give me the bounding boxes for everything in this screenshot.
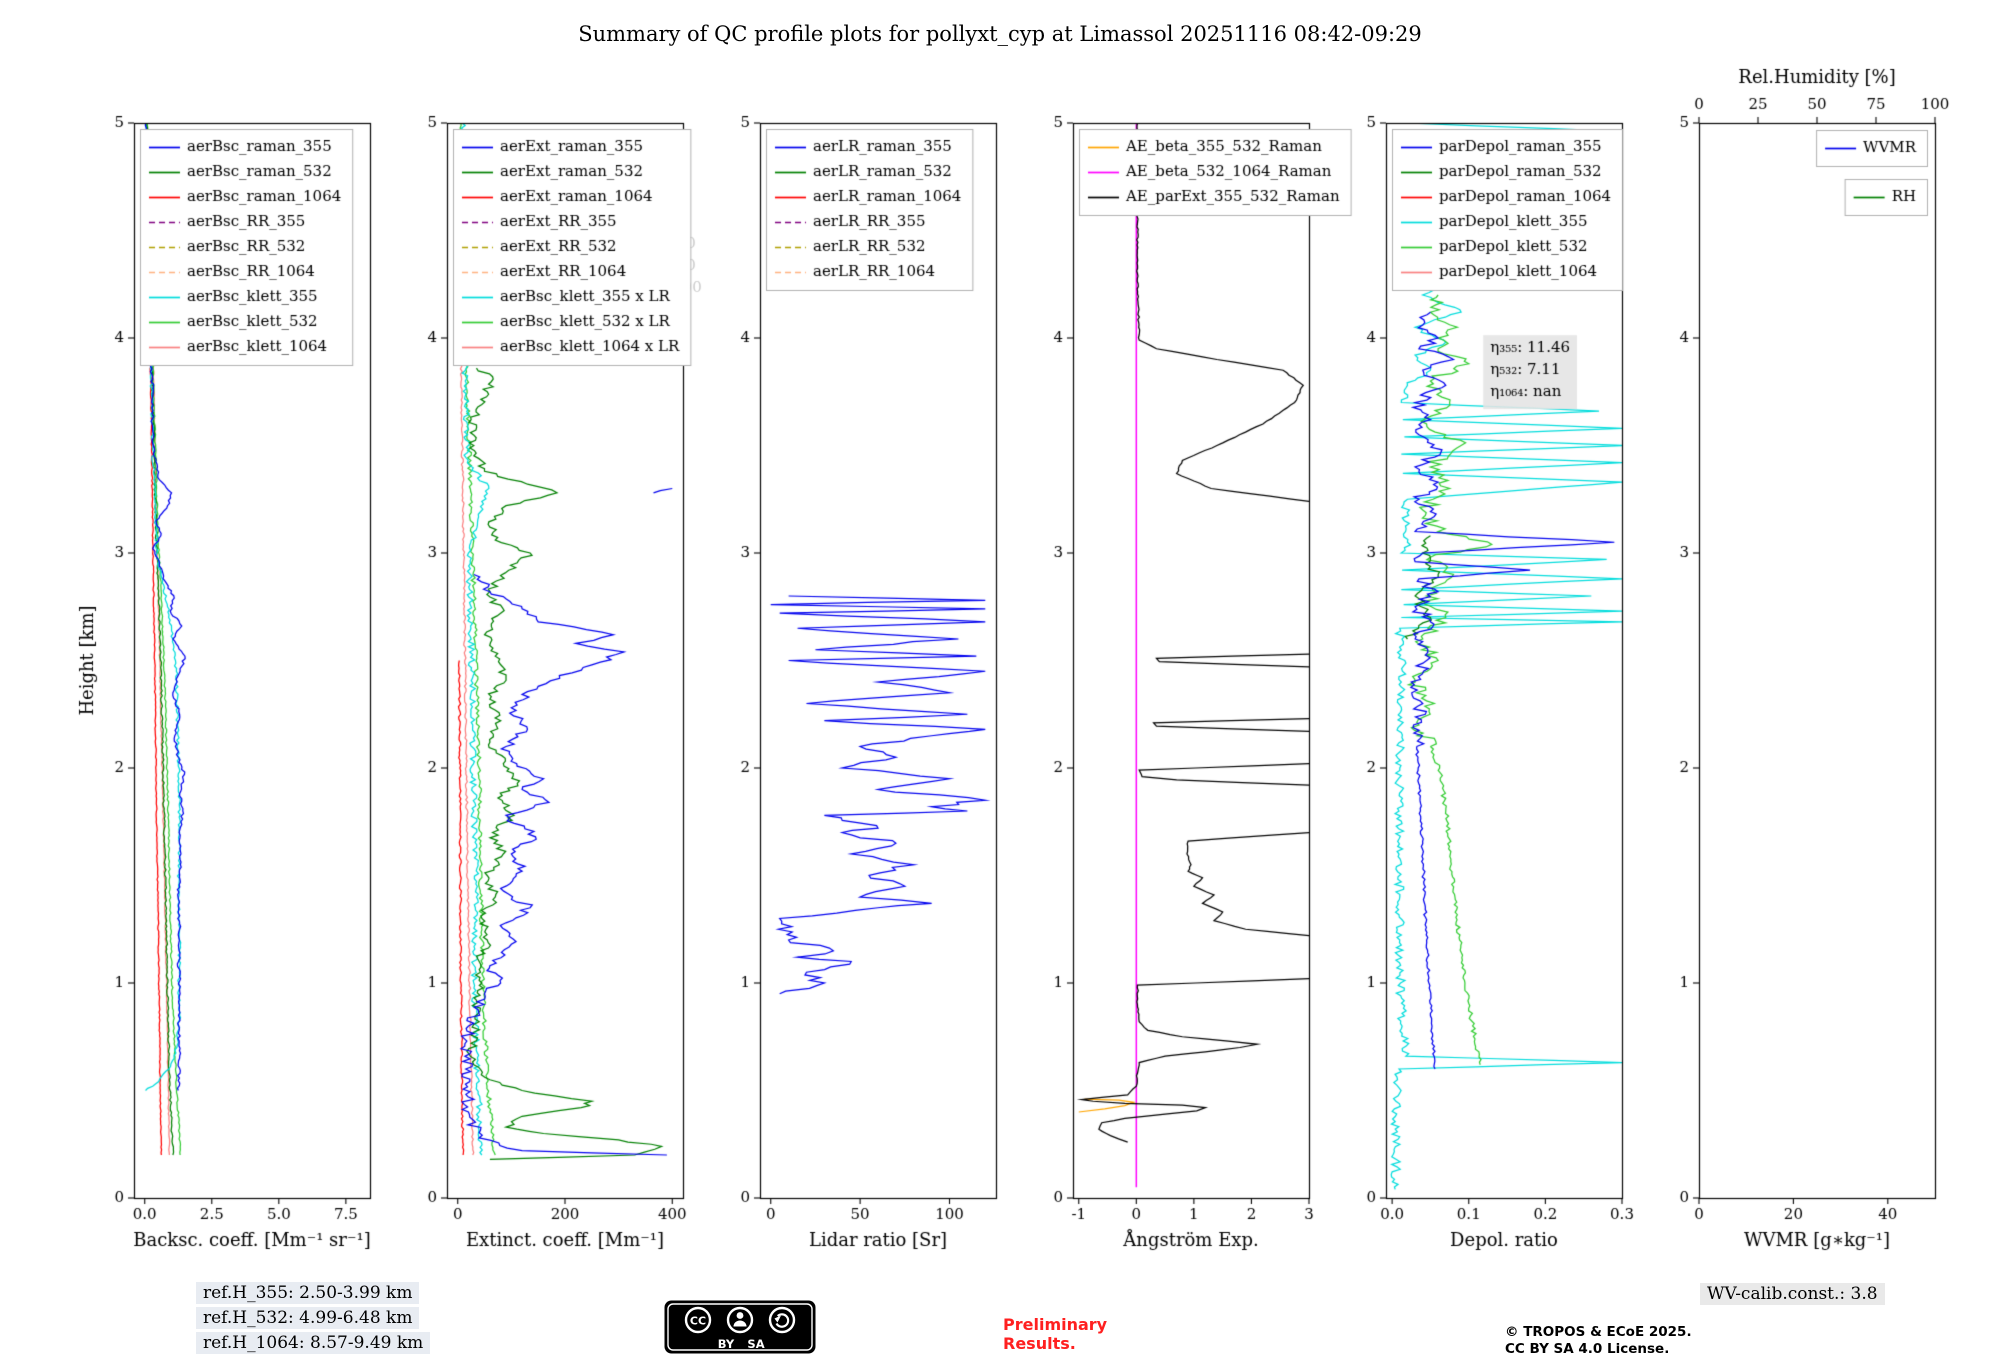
badge-border bbox=[667, 1303, 813, 1351]
cc-icon-label: CC bbox=[690, 1315, 706, 1328]
cc-icon bbox=[684, 1306, 712, 1334]
cc-by-sa-badge: CC BY SA bbox=[664, 1300, 816, 1354]
copyright-line-2: CC BY SA 4.0 License. bbox=[1505, 1340, 1670, 1357]
ref-height-532: ref.H_532: 4.99-6.48 km bbox=[196, 1307, 420, 1329]
figure-title: Summary of QC profile plots for pollyxt_… bbox=[578, 22, 1422, 46]
sa-icon bbox=[768, 1306, 796, 1334]
badge-by-label: BY bbox=[718, 1337, 735, 1351]
copyright-note: © TROPOS & ECoE 2025. CC BY SA 4.0 Licen… bbox=[1505, 1324, 1692, 1358]
badge-background bbox=[664, 1300, 816, 1354]
preliminary-line-1: Preliminary bbox=[1003, 1315, 1108, 1334]
by-person-icon bbox=[726, 1306, 754, 1334]
reference-heights: ref.H_355: 2.50-3.99 km ref.H_532: 4.99-… bbox=[196, 1282, 431, 1357]
sa-arrowhead bbox=[774, 1315, 781, 1323]
wv-calibration-constant: WV-calib.const.: 3.8 bbox=[1700, 1283, 1885, 1305]
ref-height-1064: ref.H_1064: 8.57-9.49 km bbox=[196, 1332, 431, 1354]
copyright-line-1: © TROPOS & ECoE 2025. bbox=[1505, 1324, 1692, 1340]
by-person-body bbox=[733, 1320, 747, 1327]
preliminary-line-2: Results. bbox=[1003, 1333, 1076, 1353]
ref-height-355: ref.H_355: 2.50-3.99 km bbox=[196, 1282, 420, 1304]
by-person-head bbox=[736, 1312, 744, 1319]
preliminary-note: Preliminary Results. bbox=[1003, 1315, 1108, 1354]
badge-sa-label: SA bbox=[747, 1337, 764, 1351]
sa-arrow bbox=[775, 1313, 790, 1328]
